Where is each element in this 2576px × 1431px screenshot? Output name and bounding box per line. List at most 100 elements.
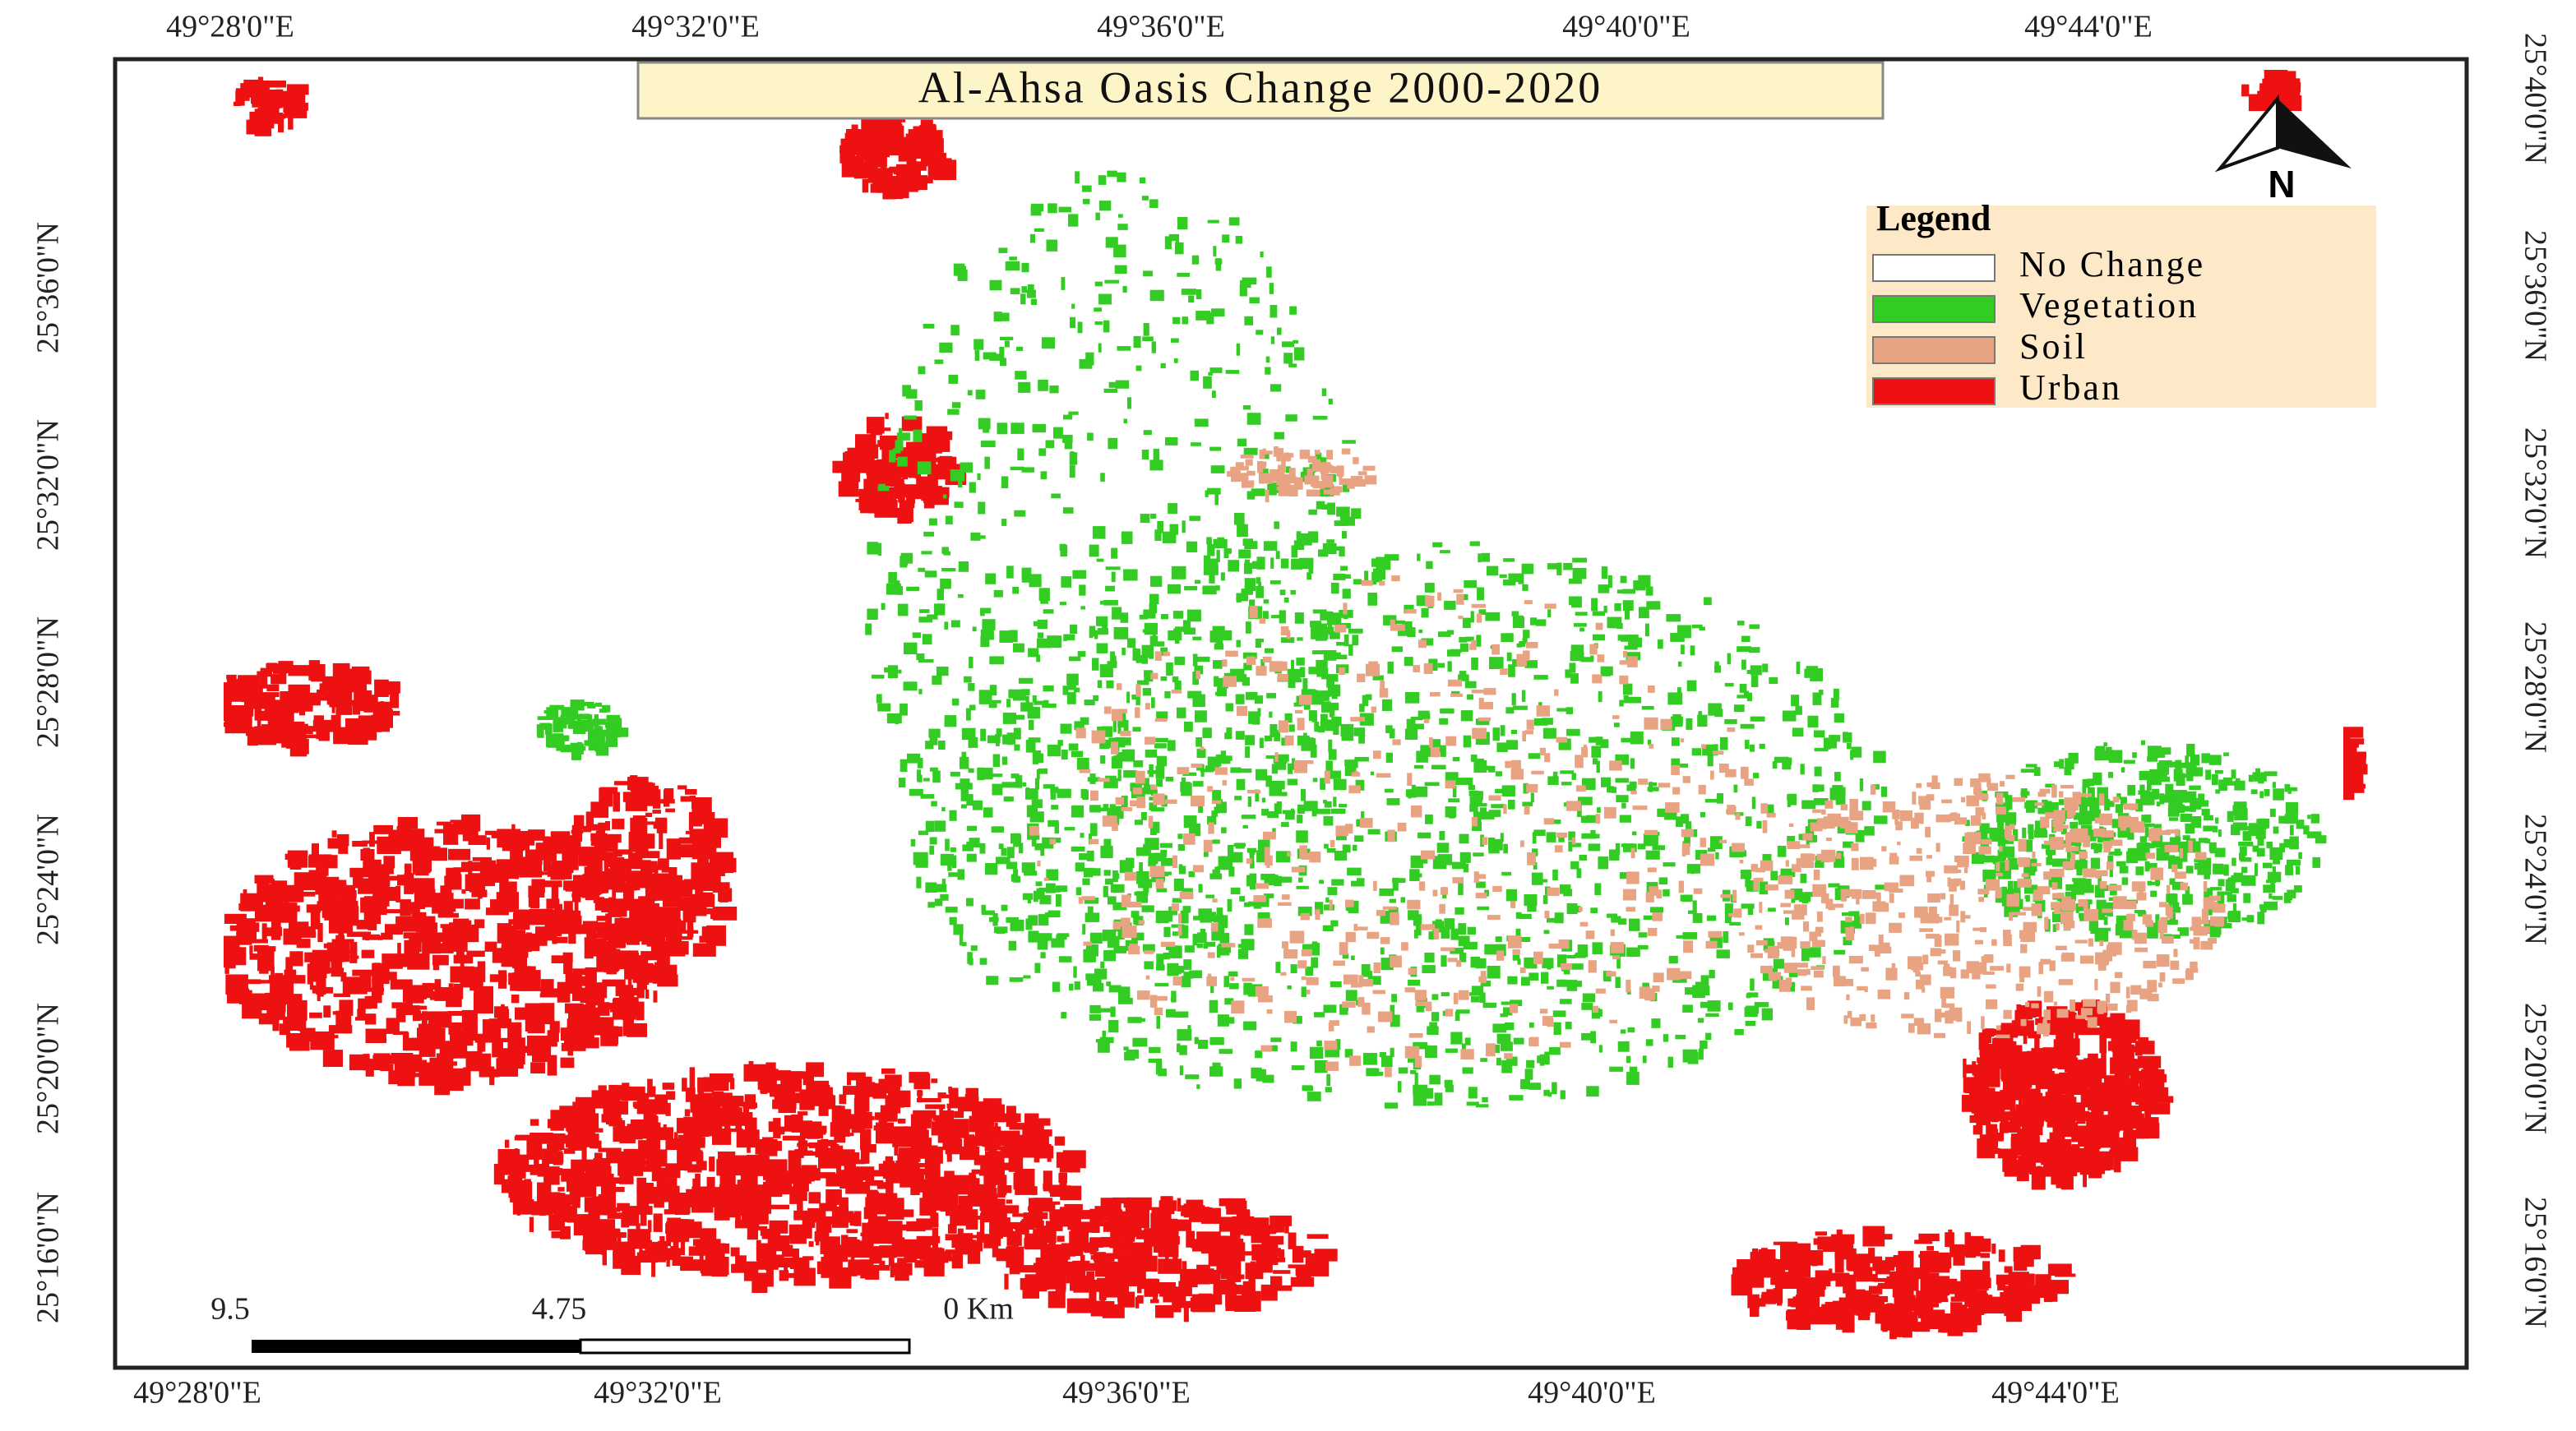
change-patch xyxy=(1519,641,1526,647)
change-patch xyxy=(1257,708,1261,717)
change-patch xyxy=(1706,915,1717,921)
change-patch xyxy=(1219,1049,1233,1055)
change-patch xyxy=(1692,900,1697,913)
change-patch xyxy=(632,1101,653,1108)
change-patch xyxy=(1410,723,1424,730)
change-patch xyxy=(1256,330,1264,335)
change-patch xyxy=(1142,336,1154,341)
change-patch xyxy=(1270,384,1282,392)
change-patch xyxy=(1773,1241,1798,1245)
change-patch xyxy=(1274,432,1284,440)
change-patch xyxy=(641,951,663,961)
change-patch xyxy=(1108,381,1119,388)
change-patch xyxy=(1094,1206,1103,1214)
change-patch xyxy=(898,1147,922,1156)
change-patch xyxy=(1073,1221,1097,1233)
change-patch xyxy=(1470,996,1480,1003)
change-patch xyxy=(947,409,960,415)
change-patch xyxy=(932,1115,940,1121)
change-patch xyxy=(1942,1284,1959,1295)
change-patch xyxy=(948,872,961,877)
change-patch xyxy=(855,134,877,155)
change-patch xyxy=(1255,789,1260,802)
change-patch xyxy=(2093,1138,2100,1156)
change-patch xyxy=(618,925,637,936)
change-patch xyxy=(1449,809,1455,819)
change-patch xyxy=(910,1175,920,1195)
change-patch xyxy=(1500,1013,1508,1018)
change-patch xyxy=(1100,473,1105,482)
change-patch xyxy=(1061,1012,1067,1019)
change-patch xyxy=(1296,531,1302,542)
change-patch xyxy=(441,1047,447,1060)
change-patch xyxy=(1237,524,1248,538)
change-patch xyxy=(1154,852,1166,862)
change-patch xyxy=(1314,1012,1325,1018)
change-patch xyxy=(1070,316,1076,328)
change-patch xyxy=(1691,748,1701,756)
change-patch xyxy=(756,1204,774,1208)
change-patch xyxy=(2011,1051,2036,1060)
change-patch xyxy=(1037,619,1048,630)
change-patch xyxy=(897,456,908,467)
change-patch xyxy=(912,632,922,639)
change-patch xyxy=(849,1213,855,1226)
change-patch xyxy=(1312,650,1325,655)
change-patch xyxy=(730,1247,740,1257)
change-patch xyxy=(1073,966,1077,978)
change-patch xyxy=(1508,664,1515,677)
change-patch xyxy=(1408,910,1419,921)
change-patch xyxy=(1893,1306,1904,1313)
change-patch xyxy=(663,789,670,807)
change-patch xyxy=(950,847,956,852)
change-patch xyxy=(1203,565,1219,575)
change-patch xyxy=(2062,1079,2077,1087)
change-patch xyxy=(1788,981,1796,992)
change-patch xyxy=(1607,786,1614,793)
change-patch xyxy=(1425,814,1433,824)
change-patch xyxy=(1034,578,1041,582)
change-patch xyxy=(974,535,986,539)
change-patch xyxy=(1450,1032,1463,1045)
change-patch xyxy=(904,164,927,171)
change-patch xyxy=(453,918,469,926)
change-patch xyxy=(1069,452,1078,465)
change-patch xyxy=(1569,842,1582,847)
change-patch xyxy=(1094,630,1098,639)
change-patch xyxy=(1219,915,1228,929)
change-patch xyxy=(1531,872,1543,885)
change-patch xyxy=(1242,652,1257,659)
change-patch xyxy=(643,931,664,942)
change-patch xyxy=(860,1259,874,1279)
change-patch xyxy=(1439,718,1449,725)
change-patch xyxy=(283,1017,303,1031)
change-patch xyxy=(346,884,355,893)
change-patch xyxy=(1885,1257,1895,1271)
change-patch xyxy=(1097,1277,1117,1289)
change-patch xyxy=(1089,1004,1101,1013)
change-patch xyxy=(566,1126,583,1131)
change-patch xyxy=(658,1167,669,1185)
change-patch xyxy=(2035,1081,2041,1101)
change-patch xyxy=(1043,784,1056,789)
change-patch xyxy=(909,181,922,189)
change-patch xyxy=(413,923,433,929)
change-patch xyxy=(1025,788,1038,800)
change-patch xyxy=(1266,693,1276,699)
change-patch xyxy=(1057,788,1071,798)
change-patch xyxy=(867,492,884,505)
change-patch xyxy=(541,880,562,888)
change-patch xyxy=(1294,612,1304,624)
change-patch xyxy=(1783,710,1797,722)
change-patch xyxy=(940,853,955,866)
change-patch xyxy=(1071,303,1075,309)
change-patch xyxy=(466,950,485,958)
change-patch xyxy=(1034,843,1044,851)
change-patch xyxy=(1586,815,1597,824)
change-patch xyxy=(598,1147,622,1152)
change-patch xyxy=(1311,667,1317,674)
change-patch xyxy=(783,1258,806,1263)
change-patch xyxy=(1861,801,1871,810)
change-patch xyxy=(1434,1092,1443,1106)
change-patch xyxy=(1785,917,1789,926)
